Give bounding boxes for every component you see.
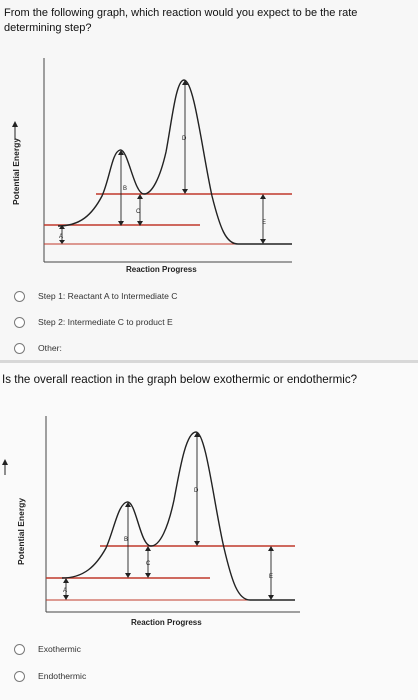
label-d: D: [194, 488, 199, 494]
y-axis-arrowhead: [2, 459, 8, 465]
x-axis-label: Reaction Progress: [131, 618, 202, 627]
radio-other[interactable]: [14, 342, 25, 354]
option-endothermic-label: Endothermic: [38, 671, 87, 681]
radio-endothermic[interactable]: [14, 670, 25, 682]
option-other-label: Other:: [38, 343, 62, 353]
label-d: D: [182, 136, 187, 142]
option-step-2[interactable]: Step 2: Intermediate C to product E: [14, 314, 173, 330]
option-exothermic-label: Exothermic: [38, 644, 81, 654]
option-step-1-label: Step 1: Reactant A to Intermediate C: [38, 291, 178, 301]
radio-step-1[interactable]: [14, 290, 25, 302]
energy-curve: [61, 431, 295, 601]
energy-diagram-1: Potential Energy A B C D E Reaction Prog…: [11, 58, 292, 274]
y-axis-label: Potential Energy: [16, 498, 26, 565]
energy-curve: [57, 79, 292, 245]
radio-exothermic[interactable]: [14, 643, 25, 655]
x-axis-label: Reaction Progress: [126, 265, 197, 274]
label-a: A: [63, 588, 67, 594]
label-b: B: [123, 186, 127, 192]
option-step-1[interactable]: Step 1: Reactant A to Intermediate C: [14, 288, 178, 304]
label-a: A: [59, 234, 63, 240]
panel-divider: [0, 360, 418, 363]
option-endothermic[interactable]: Endothermic: [14, 668, 86, 684]
y-axis-arrowhead: [12, 121, 18, 127]
label-e: E: [269, 574, 273, 580]
y-axis-label: Potential Energy: [11, 138, 21, 205]
label-c: C: [136, 209, 141, 215]
option-step-2-label: Step 2: Intermediate C to product E: [38, 317, 173, 327]
radio-step-2[interactable]: [14, 316, 25, 328]
label-b: B: [124, 537, 128, 543]
question-2-panel: [0, 362, 418, 700]
label-c: C: [146, 561, 151, 567]
label-e: E: [262, 220, 266, 226]
option-exothermic[interactable]: Exothermic: [14, 641, 81, 657]
option-other[interactable]: Other:: [14, 340, 62, 356]
question-1-text: From the following graph, which reaction…: [4, 7, 358, 34]
question-2-text: Is the overall reaction in the graph bel…: [2, 373, 358, 386]
